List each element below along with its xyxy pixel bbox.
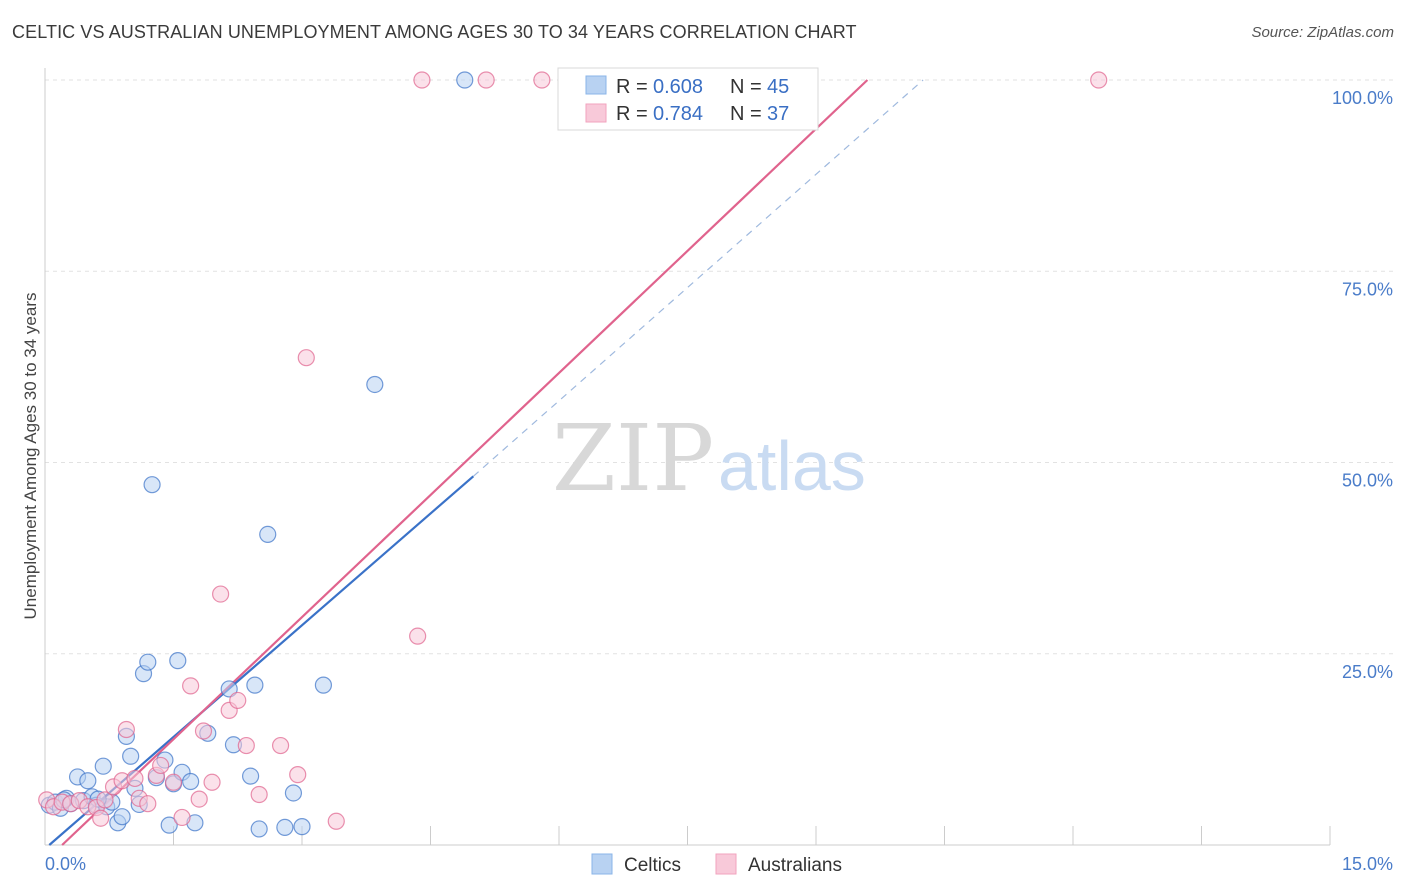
australian-point-29 (289, 766, 307, 784)
celtic-trend-extension (472, 79, 924, 477)
legend-celtic-n-value: 45 (767, 76, 789, 98)
australian-point-20 (190, 790, 208, 808)
australian-point-21 (194, 722, 213, 740)
celtic-point-30 (220, 680, 238, 698)
celtic-point-39 (314, 676, 333, 694)
celtic-point-37 (284, 784, 303, 802)
x-tick-labels: 0.0% 15.0% (45, 854, 1393, 874)
celtic-point-35 (259, 525, 277, 544)
y-tick-label-1: 75.0% (1342, 279, 1393, 299)
chart-title: CELTIC VS AUSTRALIAN UNEMPLOYMENT AMONG … (12, 22, 857, 42)
y-tick-labels: 100.0% 75.0% 50.0% 25.0% (1332, 88, 1393, 682)
bottom-legend-celtics-label: Celtics (624, 855, 681, 876)
source-label: Source: ZipAtlas.com (1251, 24, 1394, 41)
australian-point-12 (126, 769, 144, 788)
australian-point-27 (250, 785, 268, 804)
australian-point-34 (477, 71, 495, 89)
australian-point-23 (212, 585, 230, 603)
celtic-point-32 (242, 767, 260, 785)
celtic-point-33 (246, 676, 264, 694)
x-tick-label-0: 0.0% (45, 854, 86, 874)
celtic-point-27 (182, 772, 200, 791)
australian-point-33 (413, 71, 431, 89)
legend-australian-n-value: 37 (767, 103, 789, 125)
celtic-point-23 (160, 816, 178, 834)
australian-point-22 (203, 773, 221, 791)
bottom-legend-australians-swatch (715, 853, 737, 875)
y-axis-label: Unemployment Among Ages 30 to 34 years (21, 293, 40, 620)
celtic-point-21 (143, 476, 161, 494)
australian-point-7 (92, 809, 110, 827)
legend-box: R = 0.608 N = 45 R = 0.784 N = 37 (557, 67, 819, 131)
legend-australian-r-label: R = (616, 103, 648, 125)
australian-point-32 (409, 627, 427, 645)
bottom-legend-australians-label: Australians (748, 855, 842, 876)
celtic-point-36 (276, 818, 294, 837)
y-tick-label-0: 100.0% (1332, 88, 1393, 108)
legend-celtic-swatch (585, 75, 607, 95)
legend-australian-n-label: N = (730, 103, 762, 125)
australian-point-28 (271, 736, 290, 755)
australian-point-8 (96, 791, 114, 809)
legend-australian-swatch (585, 103, 607, 123)
legend-celtic-r-value: 0.608 (653, 76, 703, 98)
australian-trend-line (61, 79, 869, 846)
celtic-point-20 (139, 653, 157, 671)
data-points (38, 71, 1108, 838)
celtic-point-41 (456, 71, 474, 89)
australian-point-35 (533, 71, 551, 89)
celtic-point-25 (169, 652, 187, 670)
celtic-point-7 (79, 772, 97, 790)
australian-point-19 (182, 677, 200, 695)
watermark-zip: ZIP (552, 405, 714, 512)
australian-point-31 (327, 812, 345, 830)
legend-celtic-n-label: N = (730, 76, 762, 98)
bottom-legend-celtics-swatch (591, 853, 613, 875)
gridlines (45, 79, 1395, 655)
celtic-point-34 (250, 820, 268, 838)
australian-point-11 (117, 720, 135, 739)
australian-point-17 (164, 773, 183, 791)
legend-australian-r-value: 0.784 (653, 103, 703, 125)
celtic-point-10 (94, 757, 112, 775)
celtic-point-14 (113, 808, 131, 826)
celtic-point-38 (293, 818, 311, 836)
y-tick-label-3: 25.0% (1342, 662, 1393, 682)
australian-point-25 (229, 691, 247, 710)
australian-point-26 (237, 736, 255, 755)
australian-point-30 (297, 349, 315, 367)
watermark-atlas: atlas (718, 427, 866, 505)
celtic-point-40 (366, 375, 384, 394)
axes (44, 68, 1331, 846)
australian-point-36 (1090, 71, 1108, 89)
australian-point-18 (173, 808, 191, 827)
legend-celtic-r-label: R = (616, 76, 648, 98)
x-tick-label-1: 15.0% (1342, 854, 1393, 874)
bottom-legend: Celtics Australians (591, 853, 842, 876)
y-tick-label-2: 50.0% (1342, 471, 1393, 491)
australian-point-16 (152, 756, 170, 775)
celtic-point-16 (122, 747, 140, 765)
australian-point-14 (139, 795, 157, 813)
